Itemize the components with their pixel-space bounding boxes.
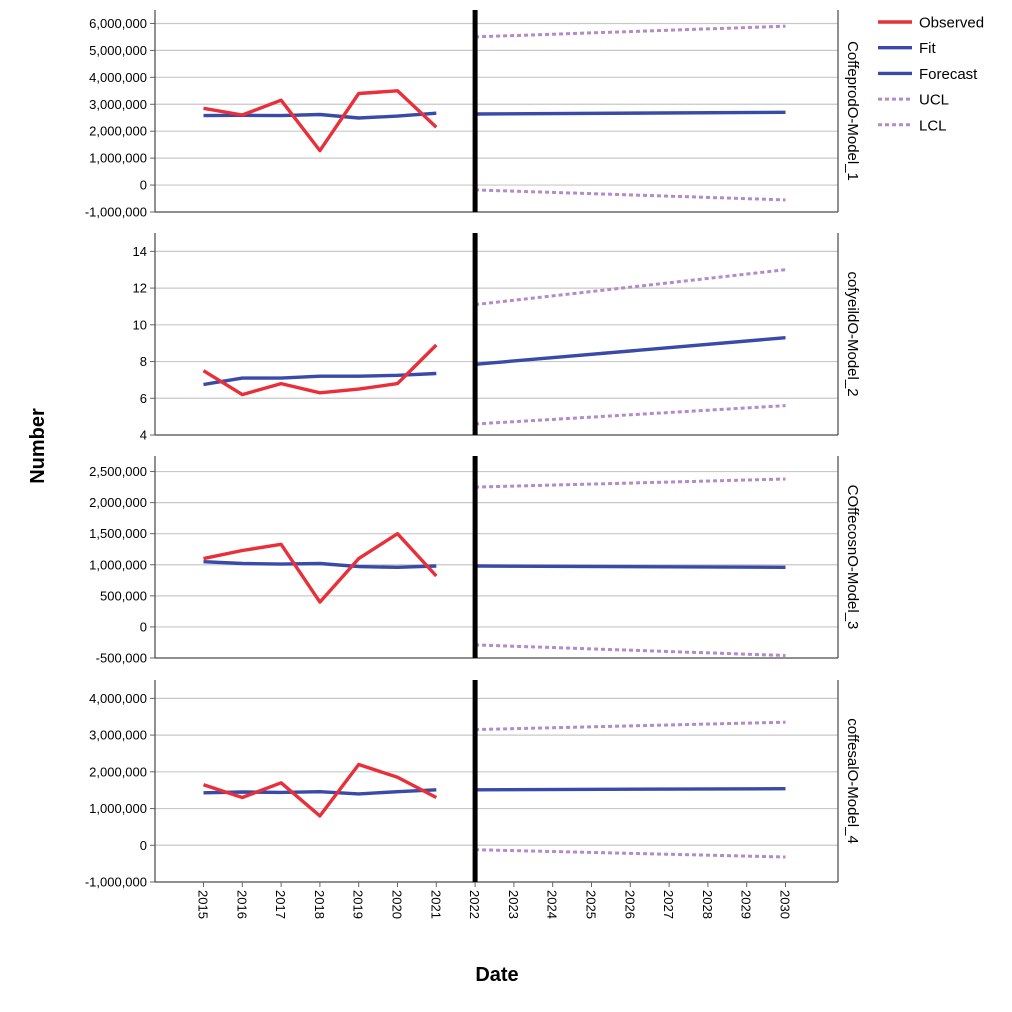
legend-label: LCL xyxy=(919,117,947,134)
panel-label: CoffeprodO-Model_1 xyxy=(844,41,861,181)
panel-label: coffesalO-Model_4 xyxy=(844,718,861,844)
legend-label: UCL xyxy=(919,92,949,109)
observed-line xyxy=(202,343,438,397)
y-tick-label: 1,500,000 xyxy=(89,526,147,541)
x-axis-title: Date xyxy=(475,964,518,986)
y-tick-label: 500,000 xyxy=(100,588,147,603)
panel-4: -1,000,000 0 1,000,000 2,000,000 3,000,000 4,… xyxy=(85,680,861,890)
panel-2: 4 6 8 10 12 14 cofyeildO-Model_2 xyxy=(133,233,861,443)
ucl-line xyxy=(475,24,786,39)
legend-item-forecast: Forecast xyxy=(878,66,978,83)
legend-label: Forecast xyxy=(919,66,978,83)
y-tick-label: -1,000,000 xyxy=(85,875,147,890)
x-tick-label: 2030 xyxy=(778,890,793,919)
legend-item-ucl: UCL xyxy=(878,92,949,109)
forecast-line xyxy=(474,336,786,366)
observed-line xyxy=(203,89,438,153)
panel-3: -500,000 0 500,000 1,000,000 1,500,000 2,000,… xyxy=(89,456,861,666)
y-tick-label: 2,000,000 xyxy=(89,124,147,139)
y-tick-label: 2,500,000 xyxy=(89,464,147,479)
legend-item-observed: Observed xyxy=(878,15,984,32)
x-tick-label: 2027 xyxy=(661,890,676,919)
x-tick-label: 2018 xyxy=(312,890,327,919)
x-tick-label: 2028 xyxy=(700,890,715,919)
y-tick-label: 3,000,000 xyxy=(89,728,147,743)
panel-label: cofyeildO-Model_2 xyxy=(844,271,861,396)
y-tick-label: 0 xyxy=(140,178,147,193)
x-axis: 2015 2016 2017 2018 2019 2020 2021 2022 2023 2024… xyxy=(196,882,793,919)
legend-label: Observed xyxy=(919,15,984,32)
y-tick-label: 8 xyxy=(140,354,147,369)
y-tick-label: 4 xyxy=(140,428,147,443)
lcl-line xyxy=(475,643,786,657)
lcl-line xyxy=(475,848,786,859)
legend: Observed Fit Forecast UCL LCL xyxy=(878,15,984,134)
y-tick-label: 14 xyxy=(133,244,147,259)
y-tick-label: 4,000,000 xyxy=(89,691,147,706)
y-tick-label: 6 xyxy=(140,391,147,406)
y-tick-label: 2,000,000 xyxy=(89,764,147,779)
y-tick-label: 0 xyxy=(140,838,147,853)
x-tick-label: 2016 xyxy=(234,890,249,919)
y-tick-label: 3,000,000 xyxy=(89,97,147,112)
legend-label: Fit xyxy=(919,40,936,57)
panel-label: COffecosnO-Model_3 xyxy=(844,485,861,630)
y-tick-label: 1,000,000 xyxy=(89,801,147,816)
forecast-line xyxy=(475,564,786,569)
y-tick-label: 0 xyxy=(140,619,147,634)
x-tick-label: 2019 xyxy=(351,890,366,919)
x-tick-label: 2021 xyxy=(428,890,443,919)
y-tick-label: 12 xyxy=(133,281,147,296)
y-tick-label: -500,000 xyxy=(96,651,147,666)
observed-line xyxy=(202,762,438,818)
legend-item-fit: Fit xyxy=(878,40,936,57)
y-tick-label: 2,000,000 xyxy=(89,495,147,510)
y-tick-label: 5,000,000 xyxy=(89,43,147,58)
fit-line xyxy=(203,788,437,796)
y-tick-label: 10 xyxy=(133,317,147,332)
fit-line xyxy=(203,560,437,569)
ucl-line xyxy=(474,268,786,307)
x-tick-label: 2015 xyxy=(196,890,211,919)
fit-line xyxy=(203,371,437,387)
panel-1: -1,000,000 0 1,000,000 2,000,000 3,000,000 4,… xyxy=(85,10,861,220)
forecast-line xyxy=(475,787,786,792)
y-tick-label: 1,000,000 xyxy=(89,557,147,572)
x-tick-label: 2029 xyxy=(739,890,754,919)
y-tick-label: 1,000,000 xyxy=(89,151,147,166)
x-tick-label: 2020 xyxy=(390,890,405,919)
y-tick-label: -1,000,000 xyxy=(85,205,147,220)
x-tick-label: 2026 xyxy=(622,890,637,919)
y-tick-label: 6,000,000 xyxy=(89,16,147,31)
y-axis-title: Number xyxy=(27,408,49,484)
ucl-line xyxy=(475,720,786,732)
ucl-line xyxy=(475,477,786,489)
panels-layer: -1,000,000 0 1,000,000 2,000,000 3,000,000 4,… xyxy=(85,10,861,890)
x-tick-label: 2017 xyxy=(273,890,288,919)
x-tick-label: 2024 xyxy=(545,890,560,919)
x-tick-label: 2022 xyxy=(467,890,482,919)
forecast-line xyxy=(475,110,786,116)
lcl-line xyxy=(475,188,786,202)
y-tick-label: 4,000,000 xyxy=(89,70,147,85)
observed-line xyxy=(203,532,438,604)
legend-item-lcl: LCL xyxy=(878,117,947,134)
x-tick-label: 2023 xyxy=(506,890,521,919)
lcl-line xyxy=(475,404,786,426)
x-tick-label: 2025 xyxy=(584,890,599,919)
